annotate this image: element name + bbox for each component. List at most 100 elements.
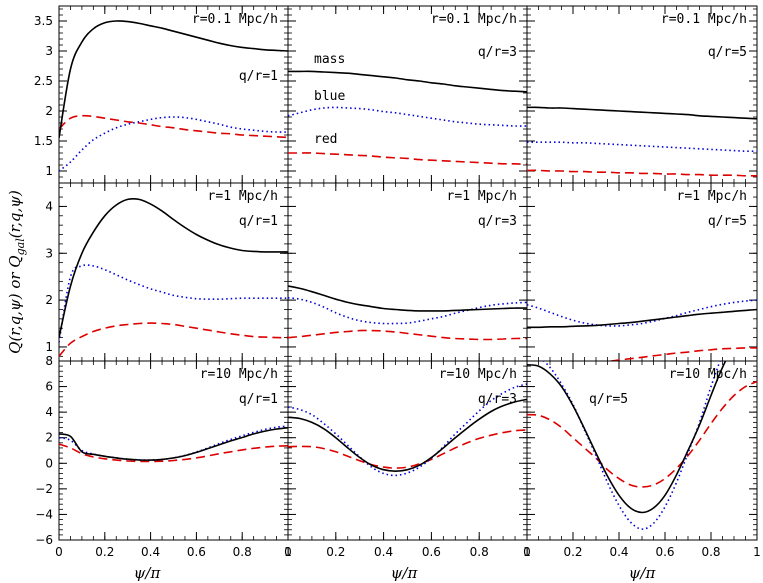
x-tick-label: 0.8: [701, 545, 720, 559]
series-line-blue: [288, 297, 527, 325]
panel-q-label: q/r=3: [478, 45, 517, 60]
series-line-mass: [59, 426, 288, 461]
series-group: [288, 70, 527, 166]
series-label-red: red: [314, 132, 337, 147]
series-label-blue: blue: [314, 89, 345, 104]
x-tick-label: 0.2: [563, 545, 582, 559]
panel-r3-c1: −6 −4 −2 0 2 4 6 8 0 0.2 0.4 0.6 0.8 1 r=10 Mpc/h q/r=1: [35, 354, 292, 559]
panel-q-label: q/r=1: [239, 69, 278, 84]
panel-frame: [58, 360, 289, 541]
series-line-red: [527, 380, 757, 488]
panel-q-label: q/r=3: [478, 214, 517, 229]
panel-r-label: r=0.1 Mpc/h: [192, 12, 278, 27]
y-tick-label: 3.5: [34, 14, 53, 28]
panels-layer: 1 1.5 2 2.5 3 3.5 r=0.1 Mpc/h q/r=1 r=0.1 Mpc/h q…: [34, 5, 761, 559]
x-tick-label: 0.6: [187, 545, 206, 559]
x-tick-label: 1: [284, 545, 292, 559]
panel-frame: [58, 182, 289, 362]
y-tick-label: 6: [45, 380, 53, 394]
series-line-mass: [288, 70, 527, 93]
x-tick-label: 0.2: [95, 545, 114, 559]
panel-frame: [287, 360, 528, 541]
x-axis-title-col-1: ψ/π: [134, 564, 162, 582]
y-tick-label: 2.5: [34, 74, 53, 88]
series-group: [527, 299, 757, 361]
panel-frame: [58, 5, 289, 184]
panel-r1-c1: 1 1.5 2 2.5 3 3.5 r=0.1 Mpc/h q/r=1: [34, 5, 289, 184]
y-tick-label: 0: [45, 456, 53, 470]
panel-r-label: r=10 Mpc/h: [669, 367, 747, 382]
series-line-mass: [288, 398, 527, 473]
y-tick-label: 4: [45, 405, 53, 419]
panel-q-label: q/r=3: [478, 392, 517, 407]
x-tick-label: 1: [523, 545, 531, 559]
series-line-red: [59, 322, 288, 357]
series-line-blue: [288, 106, 527, 127]
series-group: [288, 285, 527, 341]
y-tick-label: 4: [45, 199, 53, 213]
series-group: [59, 20, 288, 172]
panel-frame: [526, 5, 758, 184]
panel-q-label: q/r=1: [239, 392, 278, 407]
y-tick-label: 2: [45, 431, 53, 445]
y-tick-label: −2: [35, 482, 53, 496]
x-tick-label: 0.8: [470, 545, 489, 559]
series-group: [527, 106, 757, 177]
series-line-red: [59, 114, 288, 139]
series-line-blue: [542, 361, 721, 530]
series-line-red: [604, 347, 757, 361]
series-line-red: [288, 152, 527, 166]
y-tick-label: 1.5: [34, 134, 53, 148]
panel-r2-c1: 1 2 3 4 r=1 Mpc/h q/r=1: [45, 182, 289, 362]
x-tick-label: 0.6: [655, 545, 674, 559]
y-tick-label: 3: [45, 44, 53, 58]
x-tick-label: 0.2: [326, 545, 345, 559]
y-axis-title: Q(r,q,ψ) or Qgal(r,q,ψ): [6, 190, 27, 354]
series-line-red: [288, 329, 527, 341]
panel-r-label: r=10 Mpc/h: [200, 367, 278, 382]
axis-labels-layer: ψ/π ψ/π ψ/π Q(r,q,ψ) or Qgal(r,q,ψ): [6, 190, 656, 582]
series-line-mass: [527, 308, 757, 329]
y-tick-label: 1: [45, 164, 53, 178]
panel-r-label: r=0.1 Mpc/h: [431, 12, 517, 27]
series-line-mass: [59, 20, 288, 139]
x-tick-label: 1: [753, 545, 761, 559]
x-axis-title-col-3: ψ/π: [629, 564, 657, 582]
series-group: [59, 197, 288, 357]
y-tick-label: −4: [35, 507, 53, 521]
x-tick-label: 0: [284, 545, 292, 559]
y-tick-label: 3: [45, 246, 53, 260]
panel-r2-c3: r=1 Mpc/h q/r=5: [526, 182, 758, 362]
panel-q-label: q/r=5: [589, 392, 628, 407]
panel-r-label: r=0.1 Mpc/h: [661, 12, 747, 27]
x-tick-label: 0.6: [422, 545, 441, 559]
panel-r3-c3: 0 0.2 0.4 0.6 0.8 1 r=10 Mpc/h q/r=5: [523, 360, 761, 559]
series-line-mass: [59, 197, 288, 338]
x-tick-label: 0.8: [233, 545, 252, 559]
x-tick-label: 0.4: [609, 545, 628, 559]
panel-r-label: r=1 Mpc/h: [447, 189, 517, 204]
series-line-mass: [288, 285, 527, 312]
y-tick-label: −6: [35, 533, 53, 547]
series-line-blue: [527, 141, 757, 153]
series-line-red: [288, 429, 527, 469]
y-axis-title-main: Q(r,q,ψ) or Q: [6, 255, 24, 353]
series-group: [59, 425, 288, 463]
x-tick-label: 0: [523, 545, 531, 559]
series-group: [288, 383, 527, 477]
series-line-blue: [59, 116, 288, 172]
series-line-red: [527, 169, 757, 177]
y-tick-label: 1: [45, 340, 53, 354]
x-tick-label: 0.4: [141, 545, 160, 559]
series-group: [527, 361, 757, 530]
series-line-blue: [59, 264, 288, 343]
x-tick-label: 0.4: [374, 545, 393, 559]
x-axis-title-col-2: ψ/π: [391, 564, 419, 582]
panel-q-label: q/r=5: [708, 214, 747, 229]
series-line-mass: [527, 106, 757, 120]
y-tick-label: 2: [45, 293, 53, 307]
panel-frame: [526, 182, 758, 362]
x-tick-label: 0: [55, 545, 63, 559]
panel-q-label: q/r=1: [239, 214, 278, 229]
